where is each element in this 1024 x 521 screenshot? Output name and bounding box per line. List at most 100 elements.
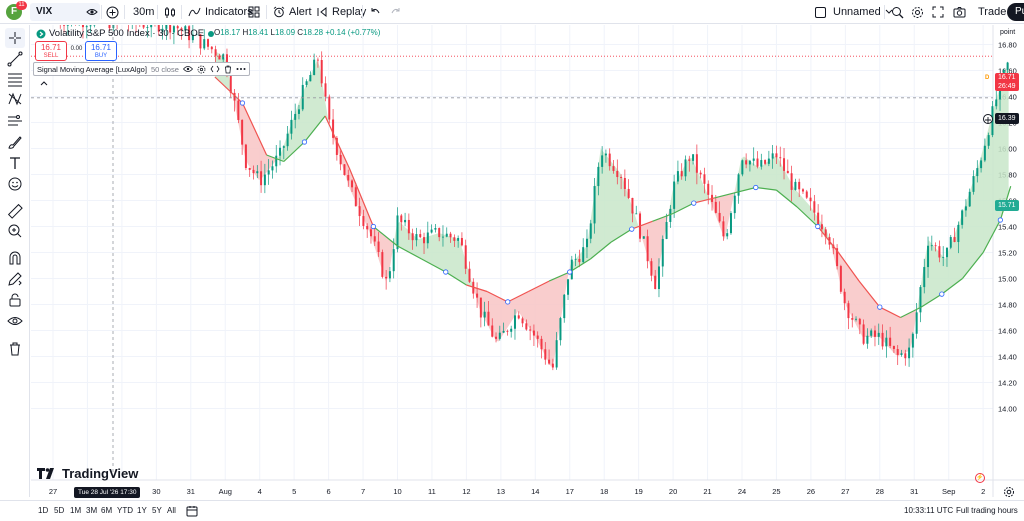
candle-body xyxy=(866,335,869,344)
replay-button[interactable]: Replay xyxy=(316,0,366,24)
range-all-button[interactable]: All xyxy=(167,506,176,515)
camera-snapshot-icon[interactable] xyxy=(953,0,966,24)
candle-body xyxy=(297,109,300,114)
range-ytd-button[interactable]: YTD xyxy=(117,506,133,515)
collapse-legend-chevron-up-icon[interactable] xyxy=(40,78,48,88)
candle-body xyxy=(369,229,372,237)
candle-body xyxy=(373,236,376,242)
range-5y-button[interactable]: 5Y xyxy=(152,506,162,515)
candle-body xyxy=(851,318,854,320)
candle-body xyxy=(642,236,645,239)
session-selector[interactable]: Full trading hours xyxy=(956,506,1018,515)
redo-icon[interactable] xyxy=(390,0,402,24)
indicator-source-code-icon[interactable] xyxy=(210,65,220,73)
candle-body xyxy=(798,181,801,190)
candle-body xyxy=(900,353,903,355)
close-value: 18.28 xyxy=(303,28,324,37)
candle-body xyxy=(301,84,304,110)
range-6m-button[interactable]: 6M xyxy=(101,506,113,515)
layout-name-menu[interactable]: Unnamed xyxy=(833,0,893,24)
tradingview-logo[interactable]: TradingView xyxy=(37,466,138,481)
toolbar-divider xyxy=(884,5,885,19)
forecast-icon[interactable] xyxy=(5,111,25,131)
time-tick-label: 10 xyxy=(393,487,401,496)
signal-moving-average-line xyxy=(693,197,715,204)
interval-button[interactable]: 30m xyxy=(133,0,154,24)
chart-pane[interactable]: 14.00 14.20 14.40 14.60 14.80 15.00 15.20 15.40… xyxy=(31,25,1024,497)
price-tick-label: 15.20 xyxy=(998,249,1017,258)
candle-body xyxy=(745,160,748,165)
candle-body xyxy=(498,332,501,339)
signal-moving-average-line xyxy=(241,102,268,156)
zoom-in-icon[interactable] xyxy=(5,221,25,241)
range-1m-button[interactable]: 1M xyxy=(70,506,82,515)
candle-body xyxy=(620,177,623,178)
bearish-fill-area xyxy=(234,95,279,181)
indicator-remove-trash-icon[interactable] xyxy=(224,65,232,74)
layouts-grid-icon[interactable] xyxy=(248,0,260,24)
undo-icon[interactable] xyxy=(369,0,381,24)
buy-label: BUY xyxy=(94,53,108,59)
compare-eye-icon[interactable] xyxy=(86,0,98,24)
candle-body xyxy=(218,55,221,60)
candle-body xyxy=(502,330,505,333)
emoji-icon[interactable] xyxy=(5,174,25,194)
lightning-alert-icon[interactable]: ⚡ xyxy=(975,473,985,483)
indicator-more-icon[interactable] xyxy=(236,67,246,71)
candle-body xyxy=(673,181,676,209)
publish-button[interactable]: Pu xyxy=(1007,3,1024,21)
sell-label: SELL xyxy=(43,53,59,59)
alert-button[interactable]: Alert xyxy=(273,0,312,24)
ruler-icon[interactable] xyxy=(5,201,25,221)
drawing-mode-pencil-icon[interactable] xyxy=(5,269,25,289)
indicator-eye-icon[interactable] xyxy=(182,65,193,73)
utc-clock[interactable]: 10:33:11 UTC xyxy=(904,506,954,515)
text-tool-icon[interactable] xyxy=(5,153,25,173)
symbol-legend[interactable]: Volatility S&P 500 Index · 30 · CBOE xyxy=(36,28,215,39)
indicator-settings-icon[interactable] xyxy=(197,65,206,74)
brush-icon[interactable] xyxy=(5,132,25,152)
trash-icon[interactable] xyxy=(5,339,25,359)
indicators-button[interactable]: Indicators xyxy=(188,0,253,24)
range-1d-button[interactable]: 1D xyxy=(38,506,49,515)
candle-body xyxy=(836,248,839,267)
candle-body xyxy=(737,174,740,196)
candle-body xyxy=(767,158,770,164)
settings-gear-icon[interactable] xyxy=(911,0,924,24)
quick-search-icon[interactable] xyxy=(891,0,904,24)
candle-body xyxy=(343,164,346,175)
indicator-legend[interactable]: Signal Moving Average [LuxAlgo] 50 close xyxy=(33,62,250,76)
sell-button[interactable]: 16.71 SELL xyxy=(35,41,67,61)
crosshair-plus-icon[interactable] xyxy=(983,114,993,124)
symbol-search-button[interactable]: VIX xyxy=(30,3,100,21)
add-symbol-plus-icon[interactable] xyxy=(106,0,119,24)
candle-body xyxy=(63,25,66,26)
pattern-icon[interactable] xyxy=(5,89,25,109)
scale-settings-gear-icon[interactable] xyxy=(1003,486,1015,498)
candle-body xyxy=(544,349,547,360)
hide-drawings-eye-icon[interactable] xyxy=(5,311,25,331)
magnet-icon[interactable] xyxy=(5,248,25,268)
interval-label: 30m xyxy=(133,6,155,18)
range-3m-button[interactable]: 3M xyxy=(86,506,98,515)
candle-body xyxy=(904,353,907,359)
candle-body xyxy=(813,201,816,213)
range-5d-button[interactable]: 5D xyxy=(54,506,65,515)
price-chart[interactable]: 14.00 14.20 14.40 14.60 14.80 15.00 15.20 15.40… xyxy=(31,25,1024,497)
layout-checkbox[interactable] xyxy=(815,0,826,24)
candle-body xyxy=(203,39,206,49)
fib-retracement-icon[interactable] xyxy=(5,69,25,89)
trend-line-icon[interactable] xyxy=(5,49,25,69)
buy-button[interactable]: 16.71 BUY xyxy=(85,41,117,61)
trade-button[interactable]: Trade xyxy=(978,0,1006,24)
candle-body xyxy=(407,219,410,234)
candles-icon[interactable] xyxy=(164,0,176,24)
fullscreen-icon[interactable] xyxy=(932,0,944,24)
go-to-date-calendar-icon[interactable] xyxy=(186,504,198,518)
candle-body xyxy=(794,181,797,190)
range-1y-button[interactable]: 1Y xyxy=(137,506,147,515)
time-tick-label: Aug xyxy=(219,487,232,496)
crosshair-icon[interactable] xyxy=(5,28,25,48)
lock-icon[interactable] xyxy=(5,290,25,310)
candle-body xyxy=(862,324,865,344)
